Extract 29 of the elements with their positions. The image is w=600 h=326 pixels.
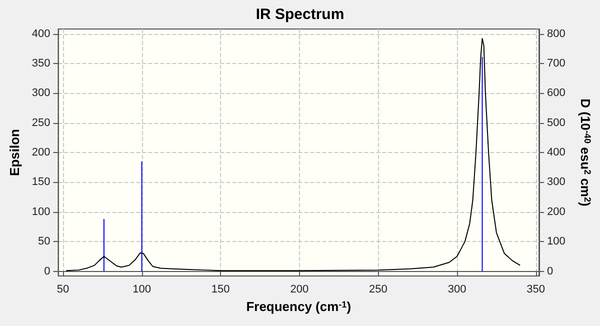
y2-tick-label: 600 <box>547 87 566 100</box>
x-tick-label: 200 <box>290 284 309 296</box>
chart-title: IR Spectrum <box>256 6 344 23</box>
y2-tick-label: 200 <box>547 206 566 218</box>
y-tick-label: 100 <box>32 206 50 218</box>
y-tick-label: 200 <box>32 146 50 158</box>
x-tick-label: 250 <box>369 284 388 296</box>
y-tick-label: 250 <box>32 116 50 129</box>
y-tick-label: 50 <box>38 236 50 248</box>
y-tick-label: 0 <box>44 265 50 278</box>
x-tick-label: 100 <box>132 284 151 296</box>
x-tick-label: 150 <box>211 284 230 296</box>
y-tick-label: 350 <box>32 57 50 70</box>
y-tick-label: 300 <box>32 87 50 100</box>
y2-tick-label: 0 <box>547 265 554 278</box>
line-series <box>66 38 521 272</box>
x-tick-label: 300 <box>448 284 466 296</box>
x-tick-label: 350 <box>526 284 546 296</box>
y2-tick-label: 100 <box>547 236 566 248</box>
y2-tick-label: 500 <box>547 116 566 129</box>
y-tick-label: 400 <box>32 28 50 40</box>
y-axis-title: Epsilon <box>7 128 22 176</box>
x-tick-label: 50 <box>56 284 70 296</box>
y2-tick-label: 700 <box>547 57 566 70</box>
y2-tick-label: 400 <box>547 146 566 158</box>
y2-tick-label: 300 <box>547 176 566 188</box>
y-tick-label: 150 <box>32 176 50 188</box>
y2-axis-title: D (10-40 esu2 cm2) <box>578 98 593 206</box>
y2-tick-label: 800 <box>547 28 566 40</box>
